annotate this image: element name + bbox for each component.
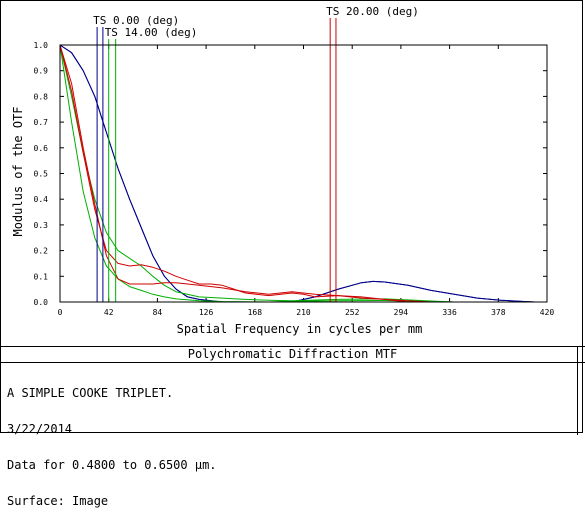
x-tick-label: 126 [199,308,214,317]
y-tick-label: 0.2 [34,247,49,256]
x-tick-label: 378 [491,308,506,317]
field-marker-label: TS 20.00 (deg) [326,5,419,18]
info-panel: Polychromatic Diffraction MTF A SIMPLE C… [0,346,585,507]
info-line-title: A SIMPLE COOKE TRIPLET. [7,386,174,400]
series-layer [59,44,536,303]
y-tick-label: 1.0 [34,41,49,50]
y-tick-label: 0.5 [34,170,49,179]
panel-title: Polychromatic Diffraction MTF [0,346,585,363]
y-tick-label: 0.6 [34,144,49,153]
x-tick-label: 84 [153,308,163,317]
info-lines: A SIMPLE COOKE TRIPLET. 3/22/2014 Data f… [7,363,217,531]
y-tick-label: 0.8 [34,92,49,101]
panel-divider [577,346,578,435]
series-line-1 [59,44,536,303]
x-tick-label: 210 [296,308,311,317]
series-line-3 [59,44,455,303]
field-marker-layer: TS 0.00 (deg)TS 14.00 (deg) TS 20.00 (deg… [93,5,419,302]
x-tick-label: 0 [58,308,63,317]
x-tick-label: 336 [442,308,457,317]
x-tick-label: 294 [394,308,409,317]
plot-area [59,44,548,303]
series-line-6 [59,44,408,303]
tick-layer: 0.0 0.1 0.2 0.3 0.4 0.5 0.6 0.7 0.8 0.9 1.0 0 42 84 12… [34,41,555,317]
y-axis-label: Modulus of the OTF [11,106,25,236]
x-tick-label: 420 [540,308,555,317]
field-marker-label: TS 0.00 (deg) [93,14,179,27]
field-marker-label: TS 14.00 (deg) [105,26,198,39]
y-tick-label: 0.3 [34,221,49,230]
y-tick-label: 0.4 [34,195,49,204]
x-tick-label: 42 [104,308,114,317]
info-line-date: 3/22/2014 [7,422,73,436]
window-frame [0,0,583,433]
y-tick-label: 0.0 [34,298,49,307]
y-tick-label: 0.7 [34,118,49,127]
x-axis-label: Spatial Frequency in cycles per mm [177,322,423,336]
series-line-2 [59,44,536,303]
info-line-surface: Surface: Image [7,494,109,508]
y-tick-label: 0.1 [34,272,49,281]
x-tick-label: 252 [345,308,360,317]
x-tick-label: 168 [248,308,263,317]
y-tick-label: 0.9 [34,67,49,76]
series-line-4 [59,44,455,303]
info-line-wavelengths: Data for 0.4800 to 0.6500 µm. [7,458,217,472]
mtf-chart: 0.0 0.1 0.2 0.3 0.4 0.5 0.6 0.7 0.8 0.9 1.0 0 42 84 12… [11,5,555,336]
